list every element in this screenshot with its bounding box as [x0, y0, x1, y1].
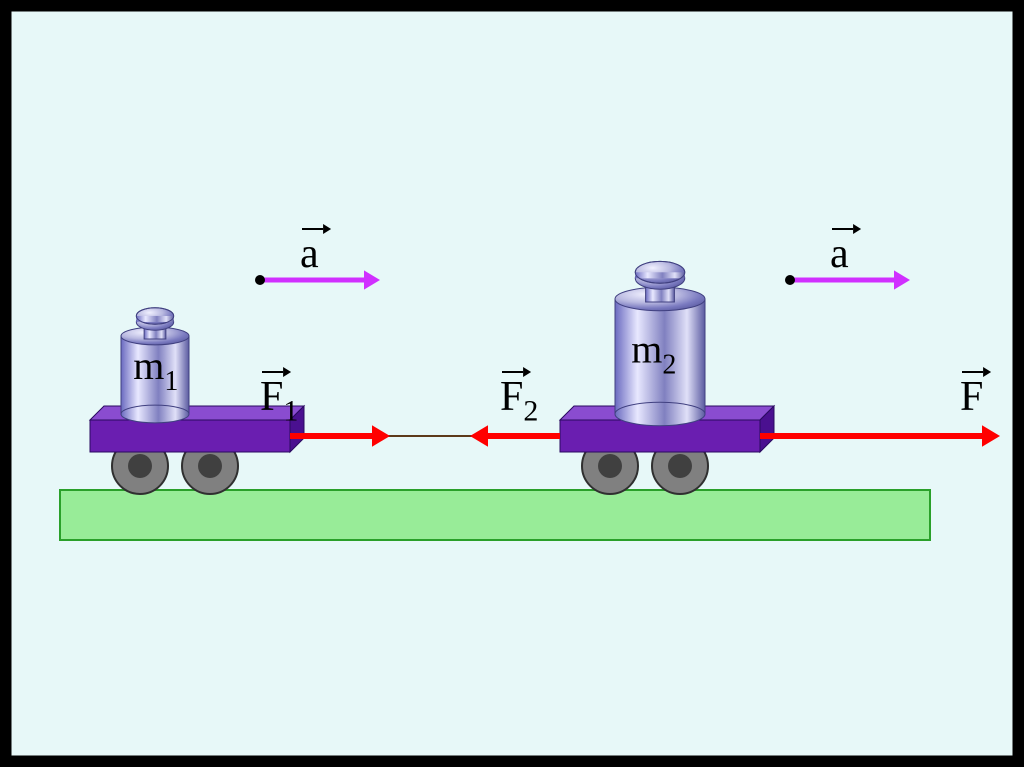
physics-diagram: m1m2F1F2Faa — [0, 0, 1024, 767]
arrow-origin-dot — [785, 275, 795, 285]
arrow-origin-dot — [255, 275, 265, 285]
vector-label-a2: a — [830, 231, 849, 277]
cart-front — [90, 420, 290, 452]
wheel-hub — [128, 454, 152, 478]
ground-surface — [60, 490, 930, 540]
wheel-hub — [668, 454, 692, 478]
wheel-hub — [198, 454, 222, 478]
vector-label-a1: a — [300, 231, 319, 277]
wheel-hub — [598, 454, 622, 478]
vector-label-F: F — [960, 374, 983, 420]
